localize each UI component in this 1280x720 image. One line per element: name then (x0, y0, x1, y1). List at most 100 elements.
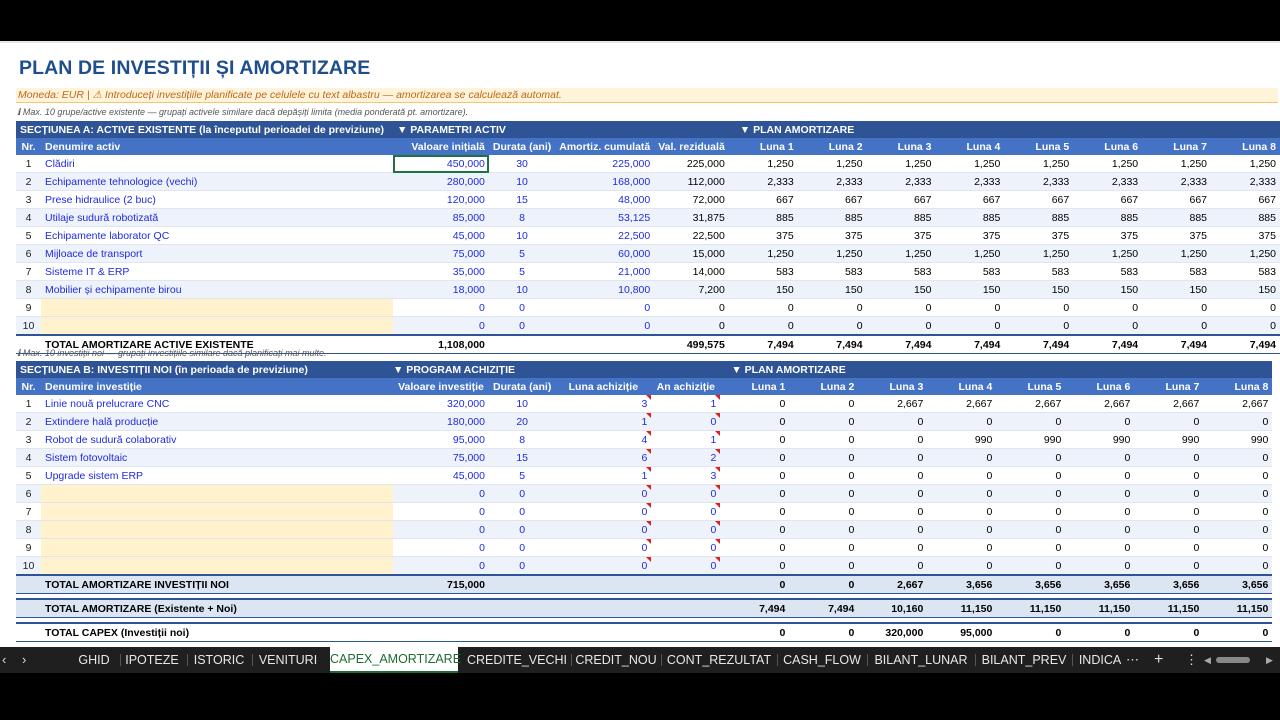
sheet-tab-istoric[interactable]: ISTORIC (193, 653, 245, 667)
cell[interactable]: 1 (651, 430, 721, 449)
cell[interactable]: 0 (555, 316, 655, 336)
cell[interactable]: 4 (555, 430, 652, 449)
cell[interactable]: Sisteme IT & ERP (40, 262, 393, 281)
sheet-tab-cash-flow[interactable]: CASH_FLOW (783, 653, 861, 667)
cell[interactable]: 8 (489, 430, 556, 449)
cell[interactable]: 5 (489, 466, 556, 485)
cell[interactable]: 3 (555, 395, 652, 413)
cell[interactable]: 0 (489, 520, 556, 539)
sheet-tab-credite-vechi[interactable]: CREDITE_VECHI (466, 653, 568, 667)
cell[interactable]: Echipamente tehnologice (vechi) (40, 172, 393, 191)
tab-menu-icon[interactable]: ⋮ (1185, 652, 1198, 667)
cell[interactable] (40, 316, 393, 336)
cell[interactable]: 1 (555, 412, 652, 431)
cell[interactable]: 0 (651, 538, 721, 557)
scroll-left-icon[interactable]: ‹ (2, 652, 7, 667)
cell[interactable]: 1 (651, 395, 721, 413)
scroll-left-arrow-icon[interactable]: ◀ (1204, 655, 1211, 665)
cell[interactable]: 0 (555, 502, 652, 521)
cell[interactable]: 180,000 (393, 412, 489, 431)
cell[interactable]: 0 (393, 538, 489, 557)
cell[interactable]: 0 (651, 556, 721, 576)
cell[interactable]: Upgrade sistem ERP (41, 466, 393, 485)
cell[interactable]: Clădiri (40, 155, 393, 173)
cell[interactable]: 10 (488, 172, 556, 191)
cell[interactable]: Mijloace de transport (40, 244, 393, 263)
cell[interactable]: 0 (488, 298, 556, 317)
cell[interactable]: 75,000 (392, 244, 489, 263)
cell[interactable]: 0 (393, 520, 489, 539)
sheet-tab-indica[interactable]: INDICA (1078, 653, 1122, 667)
cell[interactable]: 8 (488, 208, 556, 227)
sheet-tab-cont-rezultat[interactable]: CONT_REZULTAT (666, 653, 772, 667)
cell[interactable]: 280,000 (392, 172, 489, 191)
cell[interactable]: 0 (555, 484, 652, 503)
horizontal-scrollbar-thumb[interactable] (1216, 657, 1250, 663)
spreadsheet-area[interactable]: PLAN DE INVESTIȚII ȘI AMORTIZARE Moneda:… (0, 41, 1280, 647)
cell[interactable]: 10 (488, 280, 556, 299)
cell[interactable]: 20 (489, 412, 556, 431)
cell[interactable]: 48,000 (555, 190, 655, 209)
cell[interactable]: 45,000 (393, 466, 489, 485)
cell[interactable]: 15 (489, 448, 556, 467)
cell[interactable]: 0 (489, 538, 556, 557)
cell[interactable]: 18,000 (392, 280, 489, 299)
cell[interactable]: 5 (488, 244, 556, 263)
scroll-right-icon[interactable]: › (22, 652, 27, 667)
sheet-tab-capex-amortizare[interactable]: CAPEX_AMORTIZARE (330, 647, 461, 673)
more-sheets-icon[interactable]: ⋯ (1126, 652, 1139, 667)
cell[interactable]: 2 (651, 448, 721, 467)
add-sheet-icon[interactable]: + (1154, 651, 1164, 668)
sheet-tab-venituri[interactable]: VENITURI (258, 653, 318, 667)
cell[interactable]: 0 (555, 556, 652, 576)
cell[interactable]: 0 (489, 556, 556, 576)
cell[interactable]: 85,000 (392, 208, 489, 227)
cell[interactable]: 0 (555, 538, 652, 557)
cell[interactable]: 1 (555, 466, 652, 485)
cell[interactable]: 75,000 (393, 448, 489, 467)
cell[interactable]: 10,800 (555, 280, 655, 299)
cell[interactable]: 0 (651, 412, 721, 431)
cell[interactable]: Mobilier și echipamente birou (40, 280, 393, 299)
cell[interactable]: 0 (651, 484, 721, 503)
cell[interactable]: 0 (651, 520, 721, 539)
sheet-tab-ghid[interactable]: GHID (78, 653, 110, 667)
cell[interactable]: 0 (488, 316, 556, 336)
cell[interactable]: 0 (555, 520, 652, 539)
cell[interactable]: 0 (392, 316, 489, 336)
cell[interactable]: 0 (393, 502, 489, 521)
cell[interactable]: 0 (555, 298, 655, 317)
cell[interactable]: 120,000 (392, 190, 489, 209)
cell[interactable]: Extindere hală producție (41, 412, 393, 431)
cell[interactable] (41, 502, 393, 521)
cell[interactable]: 35,000 (392, 262, 489, 281)
cell[interactable]: 0 (393, 484, 489, 503)
cell[interactable]: 30 (488, 155, 556, 173)
cell[interactable]: 6 (555, 448, 652, 467)
cell[interactable]: 0 (393, 556, 489, 576)
cell[interactable]: Prese hidraulice (2 buc) (40, 190, 393, 209)
cell[interactable] (40, 298, 393, 317)
cell[interactable]: 45,000 (392, 226, 489, 245)
cell[interactable]: 3 (651, 466, 721, 485)
scroll-right-arrow-icon[interactable]: ▶ (1266, 655, 1273, 665)
cell[interactable]: 450,000 (392, 155, 489, 173)
cell[interactable]: 21,000 (555, 262, 655, 281)
cell[interactable]: 15 (488, 190, 556, 209)
sheet-tab-ipoteze[interactable]: IPOTEZE (125, 653, 179, 667)
cell[interactable]: 5 (488, 262, 556, 281)
cell[interactable]: Robot de sudură colaborativ (41, 430, 393, 449)
sheet-tab-bilant-lunar[interactable]: BILANT_LUNAR (874, 653, 968, 667)
cell[interactable]: 22,500 (555, 226, 655, 245)
cell[interactable]: 225,000 (555, 155, 655, 173)
cell[interactable]: Linie nouă prelucrare CNC (41, 395, 393, 413)
cell[interactable]: 53,125 (555, 208, 655, 227)
cell[interactable] (41, 538, 393, 557)
cell[interactable]: 320,000 (393, 395, 489, 413)
sheet-tab-credit-nou[interactable]: CREDIT_NOU (575, 653, 657, 667)
cell[interactable]: 0 (489, 484, 556, 503)
cell[interactable]: 0 (651, 502, 721, 521)
cell[interactable]: 0 (392, 298, 489, 317)
cell[interactable] (41, 520, 393, 539)
cell[interactable]: 10 (489, 395, 556, 413)
